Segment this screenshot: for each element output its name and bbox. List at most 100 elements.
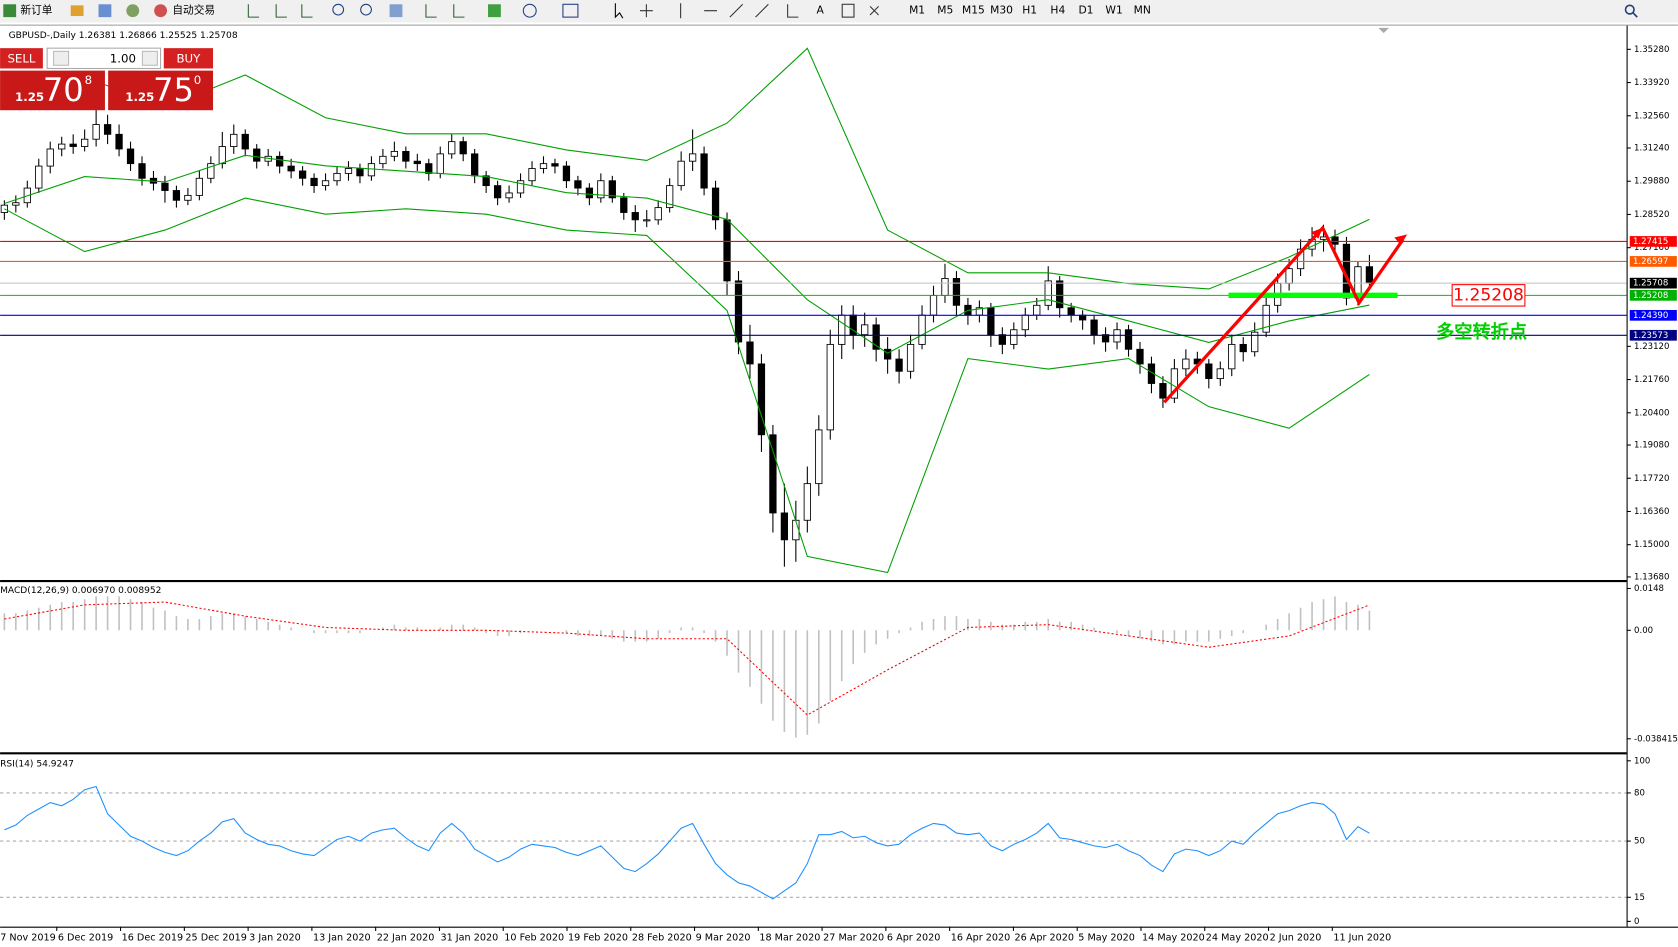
timeframe-button[interactable]: M5 (937, 4, 953, 17)
buy-label[interactable]: BUY (176, 51, 201, 65)
candle-body (826, 343, 834, 431)
timeframe-button[interactable]: H4 (1050, 4, 1065, 17)
price-level-label: 1.24390 (1633, 311, 1668, 321)
candle-body (723, 219, 731, 282)
period-icon[interactable] (522, 3, 537, 18)
candle-body (103, 124, 112, 135)
toolbar (0, 0, 1678, 23)
candle-body (1033, 304, 1041, 316)
timeframe-button[interactable]: D1 (1078, 4, 1093, 17)
candle-body (1331, 236, 1339, 245)
candle-body (58, 143, 66, 150)
panel-title: RSI(14) 54.9247 (0, 760, 74, 770)
candle-body (1182, 358, 1190, 370)
candle-body (46, 148, 54, 167)
y-tick-label: 1.28520 (1634, 210, 1669, 220)
timeframe-button[interactable]: M30 (990, 4, 1013, 17)
arrow-head (1310, 227, 1408, 246)
candle-body (1216, 368, 1224, 380)
candle-body (551, 163, 559, 167)
candle-body (1251, 331, 1259, 353)
candle-body (1113, 329, 1121, 343)
search-icon[interactable] (1624, 4, 1635, 15)
y-tick-label: 1.20400 (1634, 408, 1669, 418)
zoom-out-icon[interactable] (360, 3, 372, 16)
lot-input[interactable] (46, 47, 162, 70)
chart-area (0, 23, 1678, 947)
candle-body (390, 150, 399, 157)
tool-icon[interactable] (70, 5, 84, 17)
candle-body (574, 180, 582, 189)
y-tick-label: 1.23120 (1634, 342, 1669, 352)
x-tick-label: 19 Feb 2020 (568, 932, 628, 943)
new-order-button[interactable]: 新订单 (20, 4, 52, 17)
lot-decrease[interactable] (53, 50, 70, 66)
x-tick-label: 24 May 2020 (1206, 932, 1269, 943)
label-tool[interactable] (841, 3, 855, 18)
x-tick-label: 6 Dec 2019 (58, 932, 113, 943)
lot-increase[interactable] (141, 50, 158, 66)
candle-body (539, 163, 548, 169)
buy-button[interactable] (163, 48, 214, 69)
candle-body (666, 185, 674, 209)
auto-trading-icon[interactable] (154, 4, 168, 18)
timeframes: M1 M5 M15 M30 H1 H4 D1 W1 MN (909, 4, 1151, 17)
text-tool[interactable]: A (817, 4, 825, 17)
tool-icon[interactable] (126, 4, 140, 18)
arrow-tool[interactable] (869, 6, 879, 16)
candle-body (161, 182, 169, 191)
candle-body (1021, 314, 1029, 331)
ask-box[interactable] (108, 70, 214, 111)
sell-label[interactable]: SELL (7, 51, 35, 65)
candle-body (436, 153, 444, 174)
candle-body (769, 434, 777, 514)
search-icon[interactable] (1632, 12, 1638, 18)
candle-body (471, 153, 479, 177)
timeframe-button[interactable]: H1 (1022, 4, 1037, 17)
tool-icon[interactable] (98, 4, 112, 18)
candle-body (941, 278, 949, 296)
x-tick-label: 3 Jan 2020 (249, 932, 301, 943)
timeframe-button[interactable]: M1 (909, 4, 925, 17)
candle-body (413, 160, 421, 165)
chart-type-icons[interactable] (247, 4, 313, 18)
panel-title: GBPUSD-,Daily 1.26381 1.26866 1.25525 1.… (9, 31, 238, 41)
candle-body (1365, 266, 1374, 284)
y-tick-label: 1.35280 (1634, 45, 1669, 55)
y-tick-label: 1.33920 (1634, 78, 1669, 88)
template-icon[interactable] (562, 3, 579, 18)
y-tick-label: 1.13680 (1634, 572, 1669, 582)
draw-tools[interactable] (639, 3, 813, 19)
bid-box[interactable] (0, 70, 105, 111)
x-tick-label: 2 Jun 2020 (1270, 932, 1322, 943)
one-click-trading: SELL 1.00 BUY 1.25 70 8 1.25 75 0 (0, 47, 214, 111)
lot-value[interactable]: 1.00 (110, 51, 136, 65)
auto-trading-button[interactable]: 自动交易 (172, 4, 215, 17)
tile-icon[interactable] (389, 4, 403, 18)
annotation-box (1451, 284, 1526, 307)
x-tick-label: 28 Feb 2020 (632, 932, 692, 943)
candle-body (1090, 319, 1098, 336)
timeframe-button[interactable]: W1 (1105, 4, 1122, 17)
new-order-icon[interactable] (3, 4, 17, 18)
cursor-icon[interactable] (614, 3, 624, 19)
candle-body (241, 133, 249, 150)
candle-body (310, 177, 318, 187)
timeframe-button[interactable]: M15 (962, 4, 985, 17)
candle-body (218, 146, 226, 165)
bid-big: 70 (43, 71, 84, 109)
candle-body (276, 155, 284, 167)
y-tick-label: 100 (1634, 756, 1650, 766)
scroll-icons[interactable] (425, 4, 465, 18)
trend-arrow (1163, 225, 1405, 404)
candle-body (746, 341, 754, 365)
candle-body (562, 165, 571, 182)
sell-button[interactable] (0, 48, 43, 69)
candle-body (895, 358, 903, 372)
indicator-icon[interactable] (488, 4, 501, 18)
zoom-in-icon[interactable] (332, 3, 345, 16)
y-tick-label: 1.17720 (1634, 474, 1669, 484)
timeframe-button[interactable]: MN (1134, 4, 1151, 17)
panel-title: MACD(12,26,9) 0.006970 0.008952 (0, 586, 161, 596)
